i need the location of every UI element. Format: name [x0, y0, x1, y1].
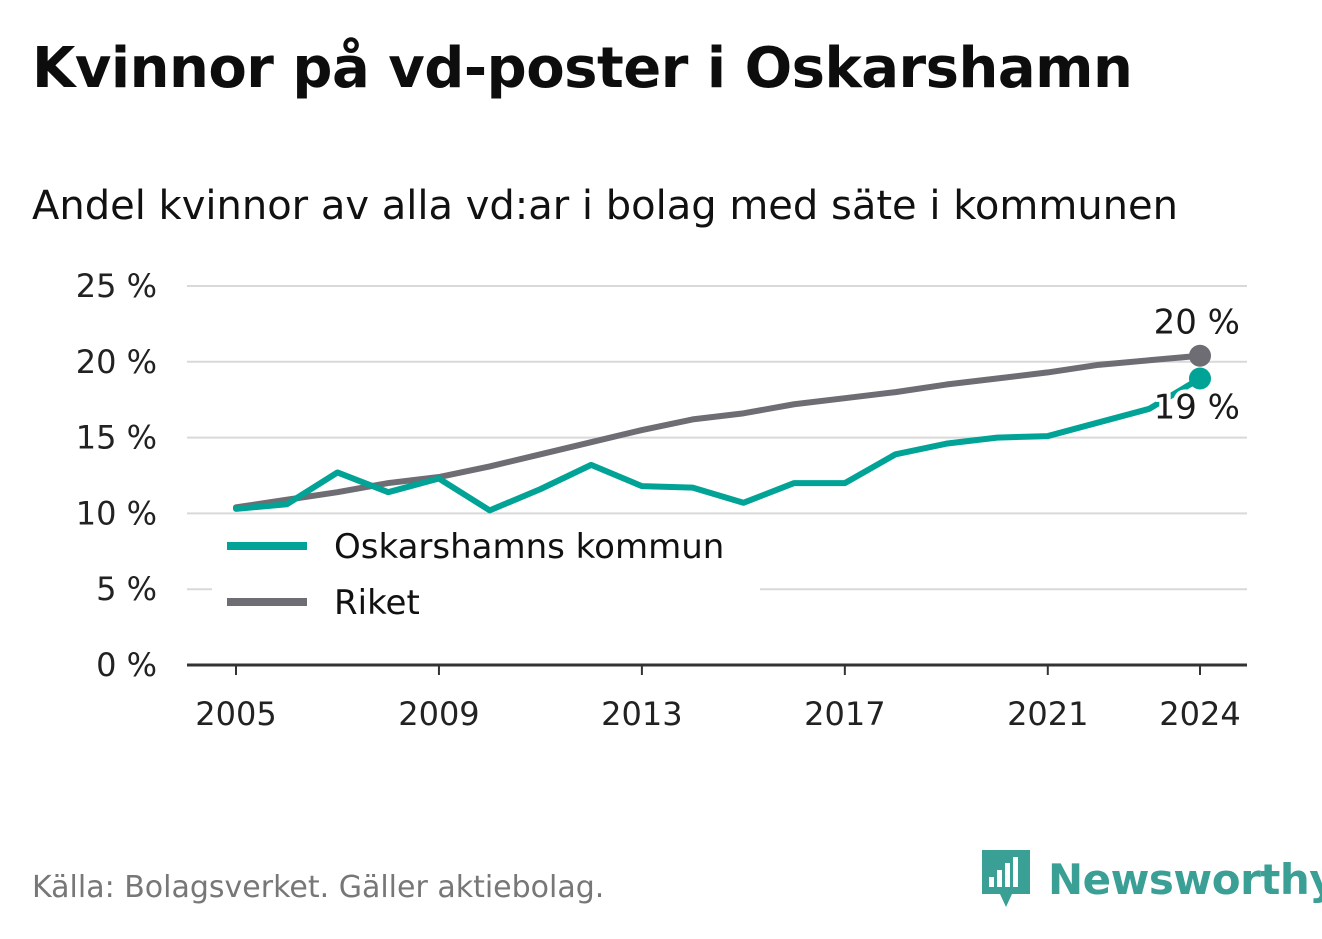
x-tick-label: 2005	[195, 695, 276, 733]
brand-name: Newsworthy	[1048, 854, 1322, 904]
y-tick-label: 5 %	[96, 570, 157, 608]
x-tick-label: 2017	[804, 695, 885, 733]
newsworthy-logo-icon	[982, 850, 1030, 907]
legend-label: Riket	[334, 583, 420, 623]
source-note: Källa: Bolagsverket. Gäller aktiebolag.	[32, 870, 605, 905]
newsworthy-brand: Newsworthy	[982, 850, 1322, 908]
series-end-marker	[1189, 367, 1211, 390]
series-end-marker	[1189, 344, 1211, 367]
y-tick-label: 20 %	[76, 343, 157, 381]
legend-label: Oskarshamns kommun	[334, 527, 724, 567]
chart-title: Kvinnor på vd-poster i Oskarshamn	[32, 36, 1133, 101]
y-tick-label: 25 %	[76, 267, 157, 305]
series-end-label: 20 %	[1154, 303, 1240, 343]
y-tick-label: 0 %	[96, 646, 157, 684]
y-tick-label: 15 %	[76, 419, 157, 457]
series-line-riket	[233, 352, 1203, 511]
x-tick-label: 2024	[1159, 695, 1240, 733]
legend-box	[212, 519, 760, 591]
x-tick-label: 2013	[601, 695, 682, 733]
y-tick-label: 10 %	[76, 494, 157, 532]
x-tick-label: 2021	[1007, 695, 1088, 733]
series-end-label: 19 %	[1154, 387, 1240, 427]
chart-subtitle: Andel kvinnor av alla vd:ar i bolag med …	[32, 183, 1178, 229]
x-tick-label: 2009	[398, 695, 479, 733]
series-line-oskarshamns-kommun	[233, 375, 1203, 514]
